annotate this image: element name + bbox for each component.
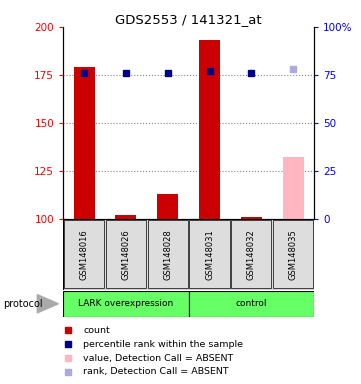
FancyBboxPatch shape bbox=[106, 220, 146, 288]
Bar bbox=[74, 67, 95, 219]
FancyBboxPatch shape bbox=[148, 220, 188, 288]
FancyBboxPatch shape bbox=[273, 220, 313, 288]
Text: GSM148016: GSM148016 bbox=[79, 229, 88, 280]
Text: GSM148035: GSM148035 bbox=[289, 229, 298, 280]
Text: GSM148032: GSM148032 bbox=[247, 229, 256, 280]
Text: count: count bbox=[83, 326, 110, 334]
Bar bbox=[116, 215, 136, 219]
Bar bbox=[63, 291, 188, 317]
Text: GSM148031: GSM148031 bbox=[205, 229, 214, 280]
Text: control: control bbox=[236, 299, 267, 308]
FancyBboxPatch shape bbox=[231, 220, 271, 288]
Bar bbox=[157, 194, 178, 219]
Title: GDS2553 / 141321_at: GDS2553 / 141321_at bbox=[115, 13, 262, 26]
Text: GSM148028: GSM148028 bbox=[163, 229, 172, 280]
Bar bbox=[241, 217, 262, 219]
Text: value, Detection Call = ABSENT: value, Detection Call = ABSENT bbox=[83, 354, 234, 362]
Text: protocol: protocol bbox=[4, 299, 43, 309]
Bar bbox=[188, 291, 314, 317]
FancyBboxPatch shape bbox=[64, 220, 104, 288]
Bar bbox=[199, 40, 220, 219]
Text: LARK overexpression: LARK overexpression bbox=[78, 299, 174, 308]
FancyBboxPatch shape bbox=[190, 220, 230, 288]
Polygon shape bbox=[37, 295, 58, 313]
Text: GSM148026: GSM148026 bbox=[121, 229, 130, 280]
Bar bbox=[283, 157, 304, 219]
Text: rank, Detection Call = ABSENT: rank, Detection Call = ABSENT bbox=[83, 367, 229, 376]
Text: percentile rank within the sample: percentile rank within the sample bbox=[83, 339, 243, 349]
